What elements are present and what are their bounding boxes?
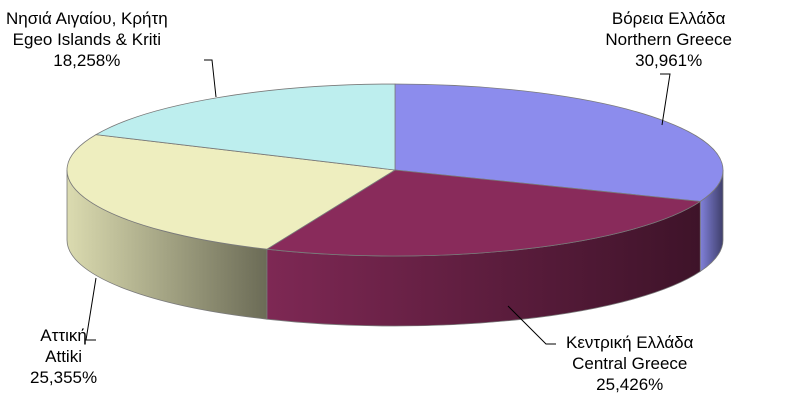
slice-value: 30,961% xyxy=(635,51,703,70)
slice-value: 25,355% xyxy=(30,368,98,387)
slice-value: 25,426% xyxy=(596,375,664,394)
leader-line-egeo-islands-kriti xyxy=(204,59,217,98)
slice-label-attiki: Αττική Attiki 25,355% xyxy=(30,325,97,388)
slice-label-english: Egeo Islands & Kriti xyxy=(12,30,162,49)
slice-label-greek: Κεντρική Ελλάδα xyxy=(566,333,694,352)
slice-label-english: Attiki xyxy=(45,347,82,366)
slice-top-attiki xyxy=(66,134,397,250)
slice-top-egeo-islands-kriti xyxy=(94,83,396,171)
slice-value: 18,258% xyxy=(53,51,121,70)
slice-label-greek: Βόρεια Ελλάδα xyxy=(611,9,726,28)
slice-label-english: Central Greece xyxy=(572,354,688,373)
slice-label-greek: Αττική xyxy=(40,326,87,345)
slice-label-greek: Νησιά Αιγαίου, Κρήτη xyxy=(6,9,168,28)
leader-line-central-greece xyxy=(507,305,556,345)
slice-label-egeo-islands-kriti: Νησιά Αιγαίου, Κρήτη Egeo Islands & Krit… xyxy=(6,8,168,71)
slice-top-northern-greece xyxy=(394,83,724,202)
leader-line-northern-greece xyxy=(660,73,671,126)
slice-label-central-greece: Κεντρική Ελλάδα Central Greece 25,426% xyxy=(566,332,693,395)
slice-top-central-greece xyxy=(265,169,702,257)
slice-label-english: Northern Greece xyxy=(605,30,732,49)
leader-line-attiki xyxy=(85,277,97,341)
slice-label-northern-greece: Βόρεια Ελλάδα Northern Greece 30,961% xyxy=(605,8,732,71)
